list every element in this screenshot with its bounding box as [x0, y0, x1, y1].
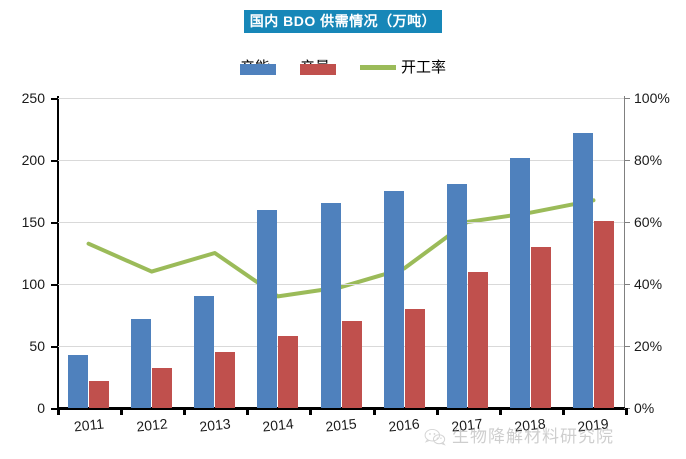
x-axis-tick — [309, 408, 313, 415]
bar-产能-2011 — [68, 354, 89, 408]
watermark: 生物降解材料研究院 — [424, 428, 614, 446]
y-axis-right-label: 100% — [634, 90, 670, 106]
bar-产量-2012 — [152, 368, 173, 408]
y-axis-right-tick — [624, 346, 630, 347]
x-axis-label-2015: 2015 — [324, 415, 358, 435]
y-axis-left-tick — [51, 160, 58, 162]
y-axis-right-label: 80% — [634, 152, 663, 168]
x-axis-label-2013: 2013 — [198, 415, 232, 435]
red-bar-swatch — [299, 64, 336, 75]
y-axis-left-label: 150 — [21, 214, 45, 230]
gridline — [57, 160, 625, 161]
y-axis-left-label: 250 — [21, 90, 45, 106]
gridline — [57, 98, 625, 99]
bar-产能-2018 — [509, 157, 530, 408]
x-axis-label-2012: 2012 — [135, 415, 168, 435]
bar-产量-2013 — [215, 352, 236, 408]
y-axis-right-tick — [624, 222, 630, 223]
page-title: 国内 BDO 供需情况（万吨） — [243, 10, 443, 33]
y-axis-right-label: 60% — [634, 214, 663, 230]
y-axis-left-tick — [51, 346, 58, 348]
wechat-icon — [424, 428, 446, 446]
y-axis-left-label: 0 — [37, 400, 45, 416]
legend-item-1[interactable]: 产量 — [299, 60, 336, 75]
legend-item-2[interactable]: 开工率 — [360, 60, 446, 75]
x-axis-tick — [498, 408, 502, 415]
x-axis-tick — [625, 408, 628, 415]
y-axis-left-tick — [51, 408, 58, 410]
x-axis-tick — [246, 408, 250, 415]
plot-area — [57, 98, 625, 408]
y-axis-left-tick — [51, 222, 58, 224]
line-开工率 — [86, 198, 596, 299]
y-axis-right-label: 40% — [634, 276, 663, 292]
gridline — [57, 222, 625, 223]
x-axis-label-2014: 2014 — [261, 415, 295, 435]
y-axis-right-tick — [624, 98, 630, 99]
x-axis-tick — [120, 408, 124, 415]
x-axis-label-2011: 2011 — [72, 415, 105, 435]
watermark-text: 生物降解材料研究院 — [452, 427, 614, 446]
green-line-swatch — [360, 65, 396, 70]
chart-legend: 产能 产量 开工率 — [0, 60, 686, 75]
x-axis-tick — [183, 408, 187, 415]
bar-产量-2016 — [404, 308, 425, 408]
y-axis-left-label: 200 — [21, 152, 45, 168]
bar-产能-2012 — [131, 318, 152, 408]
legend-label: 开工率 — [401, 59, 447, 76]
y-axis-left-tick — [51, 98, 58, 100]
y-axis-left-label: 100 — [21, 276, 45, 292]
bar-产量-2015 — [341, 321, 362, 408]
utilization-line-series — [86, 198, 596, 299]
bar-产能-2016 — [383, 191, 404, 408]
x-axis-tick — [561, 408, 565, 415]
chart-title-band: 国内 BDO 供需情况（万吨） — [0, 10, 686, 33]
bar-产能-2013 — [194, 296, 215, 408]
bar-产量-2014 — [278, 336, 299, 408]
x-axis-line — [57, 407, 625, 410]
y-axis-right-tick — [624, 160, 630, 161]
bar-产量-2011 — [89, 380, 110, 408]
y-axis-left-line — [57, 96, 59, 410]
gridline — [57, 284, 625, 285]
bar-产量-2019 — [593, 220, 614, 408]
bar-产能-2019 — [572, 132, 593, 408]
y-axis-right-label: 20% — [634, 338, 663, 354]
legend-item-0[interactable]: 产能 — [239, 60, 276, 75]
blue-bar-swatch — [239, 64, 276, 75]
bar-产能-2015 — [320, 203, 341, 408]
x-axis-label-2016: 2016 — [387, 415, 421, 435]
y-axis-right-line — [624, 96, 625, 410]
bar-产量-2017 — [467, 271, 488, 408]
x-axis-tick — [372, 408, 376, 415]
bar-产能-2017 — [446, 183, 467, 408]
y-axis-left-label: 50 — [29, 338, 45, 354]
y-axis-right-label: 0% — [634, 400, 655, 416]
x-axis-tick — [57, 408, 60, 415]
bar-产量-2018 — [530, 246, 551, 408]
bar-产能-2014 — [257, 209, 278, 408]
y-axis-left-tick — [51, 284, 58, 286]
x-axis-tick — [435, 408, 439, 415]
y-axis-right-tick — [624, 284, 630, 285]
gridline — [57, 346, 625, 347]
